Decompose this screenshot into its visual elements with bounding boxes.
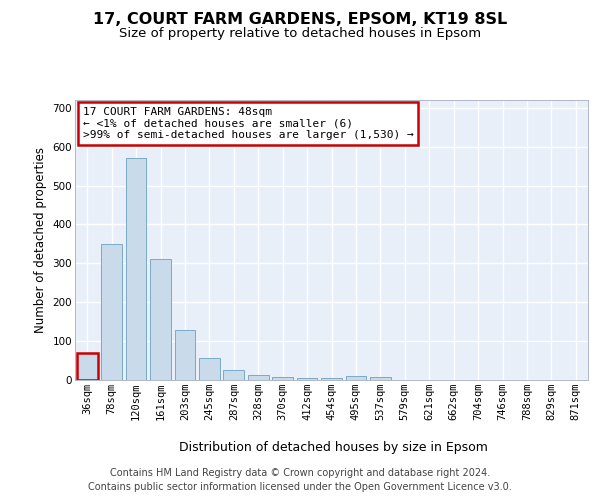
Bar (223, 370, 244, 380)
Bar (248, 375, 269, 380)
Y-axis label: Number of detached properties: Number of detached properties (34, 147, 47, 333)
Text: Distribution of detached houses by size in Epsom: Distribution of detached houses by size … (179, 441, 487, 454)
Bar (272, 378, 293, 380)
Text: Contains HM Land Registry data © Crown copyright and database right 2024.
Contai: Contains HM Land Registry data © Crown c… (88, 468, 512, 492)
Bar (346, 376, 367, 380)
Bar (296, 378, 317, 380)
Text: 17 COURT FARM GARDENS: 48sqm
← <1% of detached houses are smaller (6)
>99% of se: 17 COURT FARM GARDENS: 48sqm ← <1% of de… (83, 107, 413, 140)
Text: 17, COURT FARM GARDENS, EPSOM, KT19 8SL: 17, COURT FARM GARDENS, EPSOM, KT19 8SL (93, 12, 507, 28)
Bar (77, 353, 98, 380)
Text: Size of property relative to detached houses in Epsom: Size of property relative to detached ho… (119, 28, 481, 40)
Bar (370, 378, 391, 380)
Bar (150, 258, 171, 380)
Bar (175, 330, 196, 380)
Bar (101, 244, 122, 380)
Bar (125, 158, 146, 380)
Bar (321, 378, 342, 380)
Bar (199, 358, 220, 380)
